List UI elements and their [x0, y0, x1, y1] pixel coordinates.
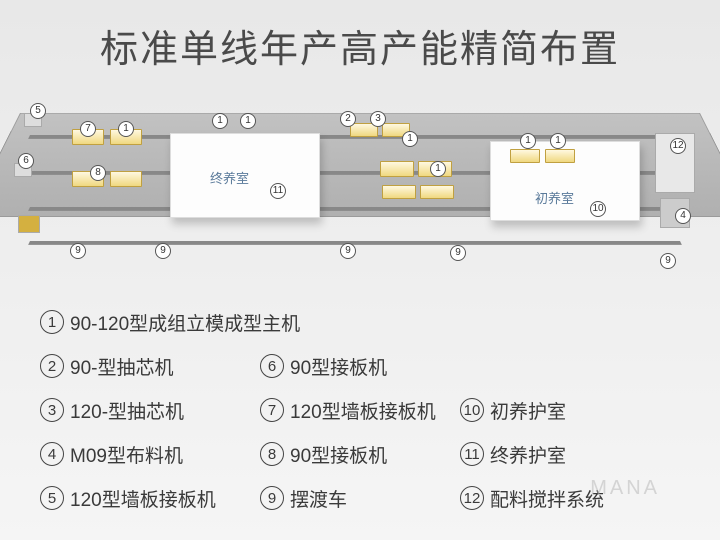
page-title: 标准单线年产高产能精简布置 [0, 0, 720, 73]
legend-item: 290-型抽芯机 [40, 344, 260, 388]
legend-label: 终养护室 [490, 441, 566, 468]
legend-item: 11终养护室 [460, 432, 660, 476]
diagram-marker: 1 [240, 113, 256, 129]
legend-number-icon: 5 [40, 486, 64, 510]
machine-block [382, 185, 416, 199]
diagram-marker: 1 [402, 131, 418, 147]
legend-number-icon: 2 [40, 354, 64, 378]
legend-label: 90型接板机 [290, 441, 387, 468]
legend-label: 120-型抽芯机 [70, 397, 184, 424]
layout-diagram: 终养室 初养室 5678111119923119911101249 [10, 93, 710, 283]
legend-item: 3120-型抽芯机 [40, 388, 260, 432]
legend-label: 摆渡车 [290, 485, 347, 512]
diagram-marker: 3 [370, 111, 386, 127]
diagram-marker: 9 [70, 243, 86, 259]
watermark: MANA [590, 477, 660, 500]
legend-label: 初养护室 [490, 397, 566, 424]
legend-number-icon: 11 [460, 442, 484, 466]
initial-room-label: 初养室 [535, 188, 574, 207]
diagram-marker: 1 [118, 121, 134, 137]
machine-block [380, 161, 414, 177]
machine-block [510, 149, 540, 163]
diagram-marker: 1 [520, 133, 536, 149]
legend-item: 690型接板机 [260, 344, 460, 388]
diagram-marker: 2 [340, 111, 356, 127]
final-room-label: 终养室 [210, 168, 249, 187]
legend-item: 4M09型布料机 [40, 432, 260, 476]
machine-block [420, 185, 454, 199]
legend-item: 5120型墙板接板机 [40, 476, 260, 520]
legend-number-icon: 4 [40, 442, 64, 466]
legend-label: 120型墙板接板机 [70, 485, 216, 512]
legend-number-icon: 8 [260, 442, 284, 466]
legend-label: 90型接板机 [290, 353, 387, 380]
diagram-marker: 8 [90, 165, 106, 181]
legend-item: 890型接板机 [260, 432, 460, 476]
legend-number-icon: 6 [260, 354, 284, 378]
legend-item: 9摆渡车 [260, 476, 460, 520]
legend-label: 90-型抽芯机 [70, 353, 173, 380]
diagram-marker: 9 [340, 243, 356, 259]
legend-number-icon: 3 [40, 398, 64, 422]
legend-number-icon: 9 [260, 486, 284, 510]
diagram-marker: 5 [30, 103, 46, 119]
legend-number-icon: 12 [460, 486, 484, 510]
diagram-marker: 12 [670, 138, 686, 154]
diagram-marker: 9 [660, 253, 676, 269]
diagram-marker: 4 [675, 208, 691, 224]
track [28, 241, 682, 245]
legend-label: 120型墙板接板机 [290, 397, 436, 424]
diagram-marker: 1 [430, 161, 446, 177]
forklift [18, 215, 40, 233]
diagram-marker: 1 [212, 113, 228, 129]
legend-label: 90-120型成组立模成型主机 [70, 309, 300, 336]
diagram-marker: 9 [450, 245, 466, 261]
machine-block [545, 149, 575, 163]
diagram-marker: 7 [80, 121, 96, 137]
legend-item: 190-120型成组立模成型主机 [40, 300, 460, 344]
diagram-marker: 10 [590, 201, 606, 217]
legend-number-icon: 7 [260, 398, 284, 422]
diagram-marker: 1 [550, 133, 566, 149]
legend-item: 7120型墙板接板机 [260, 388, 460, 432]
diagram-marker: 9 [155, 243, 171, 259]
legend-label: 配料搅拌系统 [490, 485, 604, 512]
legend-label: M09型布料机 [70, 441, 183, 468]
legend-number-icon: 10 [460, 398, 484, 422]
legend-item: 10初养护室 [460, 388, 660, 432]
diagram-marker: 11 [270, 183, 286, 199]
diagram-marker: 6 [18, 153, 34, 169]
legend-number-icon: 1 [40, 310, 64, 334]
machine-block [110, 171, 142, 187]
